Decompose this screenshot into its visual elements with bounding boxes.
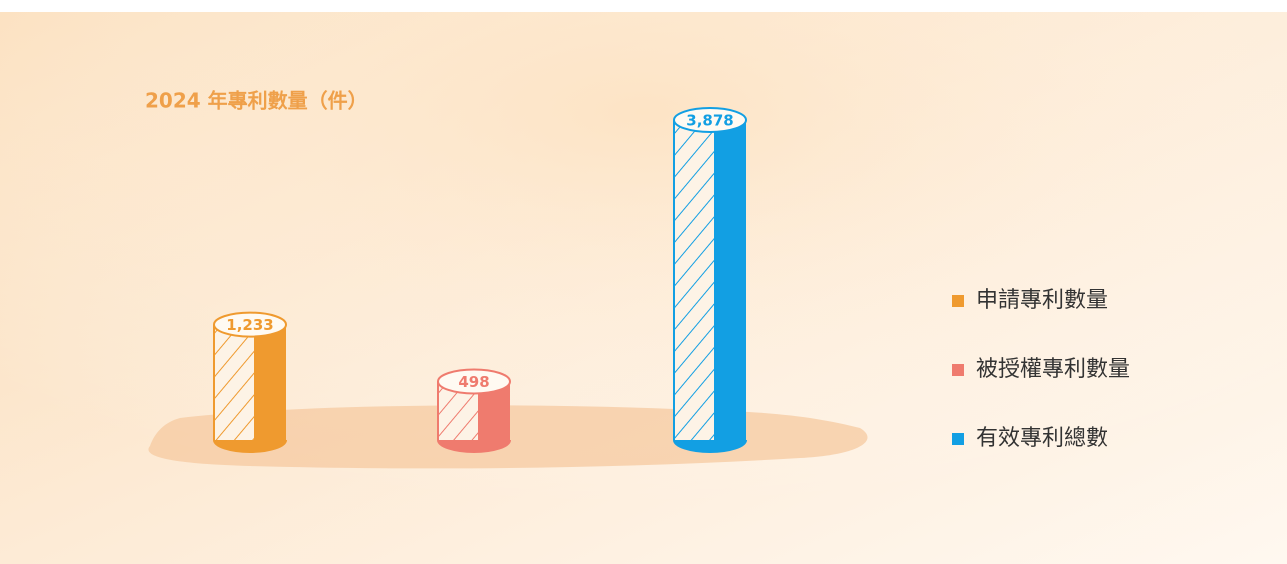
cylinder-top [213, 311, 287, 338]
legend-label: 有效專利總數 [976, 426, 1108, 451]
cylinder-hatch-bottom [438, 440, 478, 452]
top-strip [0, 0, 1287, 12]
value-label: 1,233 [226, 316, 273, 334]
value-label: 498 [458, 373, 489, 391]
legend-swatch [952, 364, 964, 376]
chart-title: 2024 年專利數量（件） [145, 89, 368, 113]
cylinder-hatch-bottom [674, 440, 714, 452]
legend-label: 申請專利數量 [976, 288, 1108, 313]
cylinder-hatch-lines [674, 120, 714, 440]
cylinder-hatch-bottom [214, 440, 254, 452]
cylinder-outline [213, 324, 287, 453]
cylinder-top [437, 368, 511, 395]
cylinder-outline [673, 120, 747, 453]
cylinder-outline [437, 381, 511, 453]
legend-label: 被授權專利數量 [976, 357, 1130, 382]
value-label: 3,878 [686, 112, 733, 130]
cylinder-hatch-lines [214, 324, 254, 440]
bar [714, 120, 746, 440]
legend-swatch [952, 433, 964, 445]
bar [254, 324, 286, 440]
legend-swatch [952, 295, 964, 307]
cylinder-top [673, 107, 747, 133]
